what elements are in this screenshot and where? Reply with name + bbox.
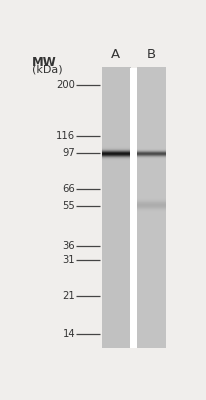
Text: B: B <box>146 48 156 61</box>
Text: 36: 36 <box>63 241 75 251</box>
Text: 97: 97 <box>62 148 75 158</box>
Text: 200: 200 <box>56 80 75 90</box>
Text: 31: 31 <box>63 255 75 265</box>
Text: 14: 14 <box>63 329 75 339</box>
Text: A: A <box>111 48 121 61</box>
Bar <box>130 68 137 348</box>
Text: 116: 116 <box>56 131 75 141</box>
Text: 55: 55 <box>62 201 75 211</box>
Text: MW: MW <box>32 56 57 69</box>
Text: (kDa): (kDa) <box>32 65 63 75</box>
Text: 66: 66 <box>62 184 75 194</box>
Text: 21: 21 <box>62 291 75 301</box>
